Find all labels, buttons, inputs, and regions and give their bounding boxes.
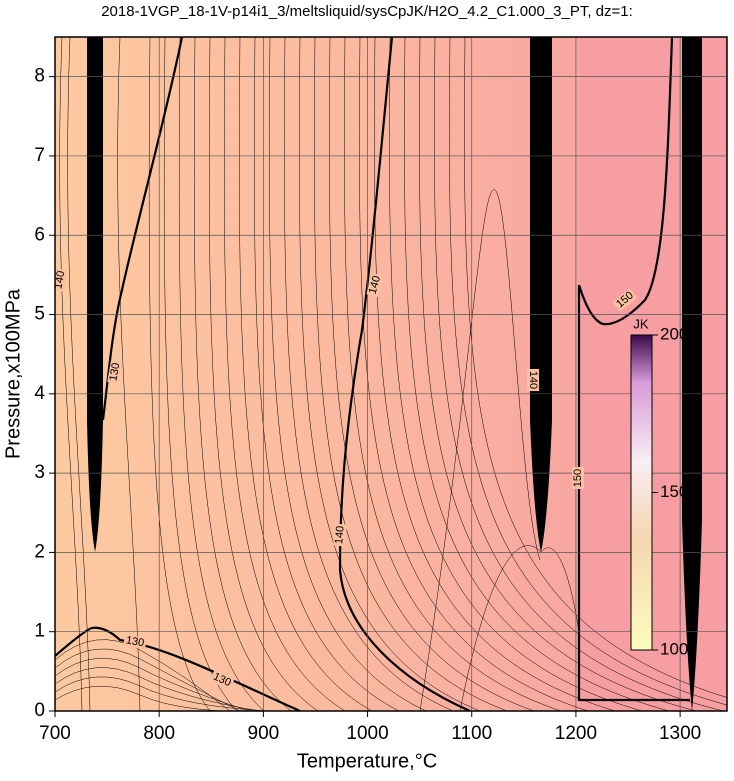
- contour-line: [55, 639, 231, 711]
- contour-line: [55, 676, 271, 711]
- contour-label-bg: [612, 288, 638, 312]
- contour-label-bg: [366, 272, 384, 298]
- contour-line: [577, 285, 690, 702]
- colorbar-tick-label: 200: [660, 324, 688, 343]
- contour-line: [178, 37, 265, 711]
- chart-title: 2018-1VGP_18-1V-p14i1_3/meltsliquid/sysC…: [101, 3, 633, 20]
- contour-line: [269, 37, 427, 711]
- contour-label: 150: [572, 469, 584, 487]
- contour-line: [419, 37, 697, 711]
- contour-label-bg: [209, 669, 235, 691]
- x-tick-label: 900: [248, 723, 280, 744]
- contour-line: [284, 37, 454, 711]
- contour-line: [224, 37, 346, 711]
- y-tick-label: 7: [34, 145, 45, 166]
- colorbar-tick-label: 150: [660, 482, 688, 501]
- plot-frame: [54, 36, 728, 712]
- contour-label-bg: [572, 467, 584, 489]
- contour-label-bg: [55, 268, 68, 292]
- contour-line: [239, 37, 373, 711]
- contour-label-bg: [123, 634, 147, 650]
- contour-line: [389, 37, 643, 711]
- y-tick-label: 3: [34, 462, 45, 483]
- contour-label: 140: [52, 270, 67, 290]
- contour-line: [404, 37, 670, 711]
- contour-line: [434, 37, 724, 711]
- contour-line: [101, 37, 184, 421]
- contour-label-bg: [333, 523, 347, 547]
- contour-line: [163, 37, 238, 711]
- y-tick-label: 1: [34, 621, 45, 642]
- y-axis-label: Pressure,x100MPa: [2, 288, 24, 459]
- contour-line: [314, 37, 508, 711]
- contour-label: 130: [125, 634, 145, 649]
- colorbar-label: JK: [633, 316, 649, 331]
- y-tick-label: 6: [34, 224, 45, 245]
- x-tick-label: 1100: [451, 723, 492, 744]
- contour-line: [344, 37, 562, 711]
- x-tick-label: 1000: [346, 723, 388, 744]
- contour-label: 140: [367, 275, 383, 296]
- contour-band: [682, 37, 702, 711]
- contour-label-bg: [527, 369, 539, 391]
- contour-line: [464, 37, 727, 698]
- y-tick-label: 4: [34, 383, 45, 404]
- contour-line: [254, 37, 400, 711]
- x-tick-label: 1200: [555, 723, 597, 744]
- colorbar: [630, 334, 653, 651]
- contour-line: [338, 37, 471, 711]
- contour-label: 140: [527, 371, 539, 389]
- x-tick-label: 800: [143, 723, 175, 744]
- contour-line: [459, 545, 581, 711]
- contour-band: [530, 37, 552, 552]
- x-axis-label: Temperature,°C: [297, 750, 437, 772]
- contour-line: [419, 189, 541, 711]
- x-tick-label: 700: [39, 723, 71, 744]
- contour-label-bg: [107, 360, 123, 384]
- contour-line: [359, 37, 589, 711]
- contour-line: [577, 37, 674, 326]
- contour-line: [193, 37, 292, 711]
- contour-line: [374, 37, 616, 711]
- contour-line: [55, 657, 251, 711]
- x-tick-label: 1300: [659, 723, 701, 744]
- contours: [55, 37, 727, 711]
- contour-line: [55, 685, 280, 711]
- contour-line: [55, 648, 241, 711]
- contour-line: [299, 37, 481, 711]
- contour-band: [87, 37, 103, 552]
- contour-line: [148, 37, 211, 711]
- contour-label: 130: [107, 362, 122, 382]
- region: [580, 37, 727, 711]
- contour-line: [209, 37, 319, 711]
- contour-line: [55, 667, 261, 711]
- y-tick-label: 2: [34, 541, 45, 562]
- y-tick-label: 0: [34, 700, 45, 721]
- contour-label: 140: [333, 525, 347, 544]
- y-tick-label: 8: [34, 66, 45, 87]
- contour-line: [329, 37, 535, 711]
- y-tick-label: 5: [34, 304, 45, 325]
- colorbar-tick-label: 100: [660, 639, 688, 658]
- contour-line: [449, 37, 727, 706]
